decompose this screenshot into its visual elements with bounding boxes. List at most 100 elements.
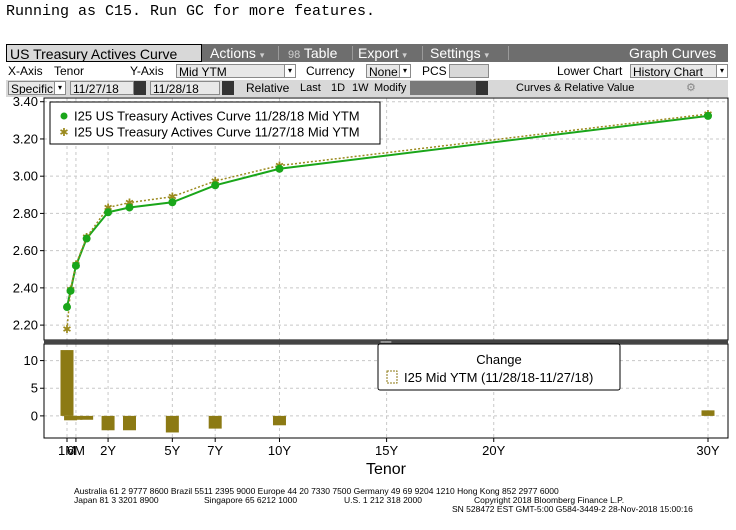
lower-chart-title: Change: [476, 352, 522, 367]
pane-splitter[interactable]: [44, 340, 728, 344]
circle-marker: [63, 303, 71, 312]
one-day-button[interactable]: 1D: [331, 82, 346, 94]
x-tick-label: 6M: [67, 443, 85, 458]
modify-button[interactable]: Modify: [374, 82, 407, 94]
settings-label: Settings: [430, 45, 481, 61]
change-bar: [60, 350, 74, 416]
x-tick-label: 2Y: [100, 443, 116, 458]
curves-relative-value-button[interactable]: Curves & Relative Value: [516, 82, 635, 94]
circle-marker: [104, 208, 113, 217]
change-bar: [69, 415, 83, 420]
gear-icon[interactable]: ⚙: [686, 82, 696, 94]
calendar-icon[interactable]: [476, 81, 488, 95]
circle-marker: [704, 111, 712, 120]
change-bar: [165, 415, 179, 433]
footer-serial: SN 528472 EST GMT-5:00 G584-3449-2 28-No…: [452, 504, 693, 514]
settings-menu[interactable]: Settings ▾: [430, 44, 489, 62]
series-line-current: [66, 114, 709, 308]
command-line: Running as C15. Run GC for more features…: [6, 3, 376, 20]
footer-phones-line1: Australia 61 2 9777 8600 Brazil 5511 239…: [74, 486, 559, 496]
currency-select[interactable]: None ▾: [366, 64, 411, 78]
y-tick-label: 5: [31, 381, 38, 396]
x-tick-label: 5Y: [164, 443, 180, 458]
y-tick-label: 2.20: [13, 318, 38, 333]
y-axis-label: Y-Axis: [130, 64, 164, 78]
menu-bar: US Treasury Actives Curve Actions ▾ 98 T…: [6, 44, 728, 62]
lower-legend: Change I25 Mid YTM (11/28/18-11/27/18): [377, 343, 621, 391]
legend-swatch: [386, 370, 398, 384]
pcs-input[interactable]: [449, 64, 489, 78]
lower-chart-select[interactable]: History Chart ▾: [630, 64, 728, 78]
footer-phone-japan: Japan 81 3 3201 8900: [74, 495, 159, 505]
change-bar: [701, 410, 715, 416]
legend-marker-circle: [60, 112, 68, 120]
chevron-down-icon: ▾: [716, 65, 727, 77]
table-menu[interactable]: 98 Table: [288, 44, 337, 62]
chevron-down-icon: ▾: [284, 65, 295, 77]
relative-button[interactable]: Relative: [246, 81, 290, 95]
chevron-down-icon: ▾: [399, 65, 410, 77]
legend-box: [49, 101, 381, 145]
specific-label: Specific: [11, 82, 54, 95]
axis-controls-row: X-Axis Tenor Y-Axis Mid YTM ▾ Currency No…: [6, 63, 728, 80]
y-tick-label: 2.80: [13, 206, 38, 221]
circle-marker: [82, 234, 91, 243]
change-bar: [208, 415, 222, 429]
y-tick-label: 3.40: [13, 94, 38, 109]
lower-chart-label: Lower Chart: [557, 64, 623, 78]
menu-divider: [422, 46, 423, 60]
chevron-down-icon: ▾: [402, 50, 407, 60]
export-label: Export: [358, 45, 399, 61]
change-bar: [272, 415, 286, 426]
calendar-icon[interactable]: [134, 81, 146, 95]
modify-field[interactable]: [410, 81, 476, 95]
actions-menu[interactable]: Actions ▾: [210, 44, 264, 62]
y-tick-label: 2.40: [13, 280, 38, 295]
specific-select[interactable]: Specific ▾: [8, 81, 66, 95]
date-controls-row: Specific ▾ 11/27/18 11/28/18 Relative Las…: [6, 80, 728, 97]
actions-label: Actions: [210, 45, 256, 61]
menu-divider: [508, 46, 509, 60]
lower-y-axis: 0 5 10: [24, 353, 44, 423]
x-tick-label: 7Y: [207, 443, 223, 458]
pcs-label: PCS: [422, 64, 447, 78]
footer-phone-us: U.S. 1 212 318 2000: [344, 495, 422, 505]
menu-divider: [278, 46, 279, 60]
end-date-input[interactable]: 11/28/18: [150, 81, 220, 95]
circle-marker: [211, 181, 220, 190]
calendar-icon[interactable]: [222, 81, 234, 95]
y-axis-select[interactable]: Mid YTM ▾: [176, 64, 296, 78]
legend-series-2: I25 US Treasury Actives Curve 11/27/18 M…: [74, 125, 360, 140]
start-date-input[interactable]: 11/27/18: [70, 81, 134, 95]
export-menu[interactable]: Export ▾: [358, 44, 407, 62]
upper-y-axis: 2.20 2.40 2.60 2.80 3.00 3.20 3.40: [13, 94, 44, 333]
footer-phone-singapore: Singapore 65 6212 1000: [204, 495, 298, 505]
graph-curves-menu[interactable]: Graph Curves: [629, 45, 717, 61]
one-week-button[interactable]: 1W: [352, 82, 369, 94]
chevron-down-icon: ▾: [484, 50, 490, 60]
curve-title-field[interactable]: US Treasury Actives Curve: [6, 44, 202, 62]
lower-legend-series: I25 Mid YTM (11/28/18-11/27/18): [404, 370, 593, 385]
splitter-grip-icon: ═══: [380, 340, 392, 346]
legend-series-1: I25 US Treasury Actives Curve 11/28/18 M…: [74, 109, 360, 124]
last-button[interactable]: Last: [300, 82, 321, 94]
x-tick-label: 30Y: [696, 443, 719, 458]
x-tick-label: 1M: [58, 443, 76, 458]
x-tick-label: 20Y: [482, 443, 505, 458]
circle-marker: [66, 286, 75, 295]
menu-divider: [352, 46, 353, 60]
legend-marker-star: ✱: [59, 127, 68, 139]
change-bar: [122, 415, 136, 431]
circle-marker: [168, 198, 177, 207]
x-tick-label: 15Y: [375, 443, 398, 458]
x-axis-title: Tenor: [366, 461, 407, 478]
x-axis-value[interactable]: Tenor: [54, 64, 85, 78]
star-marker: ✱: [168, 192, 177, 204]
circle-marker: [71, 261, 80, 270]
circle-marker: [275, 164, 284, 173]
currency-label: Currency: [306, 64, 355, 78]
y-tick-label: 0: [31, 408, 38, 423]
table-label: Table: [303, 45, 338, 61]
